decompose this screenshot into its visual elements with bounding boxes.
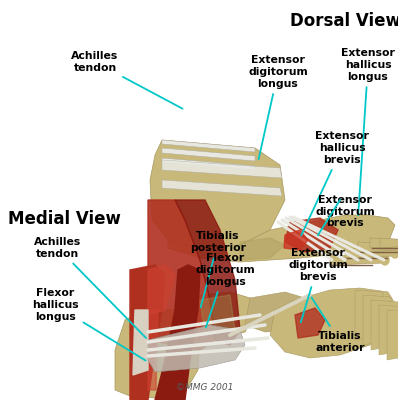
- Text: Extensor
digitorum
brevis: Extensor digitorum brevis: [288, 248, 348, 322]
- Polygon shape: [168, 215, 395, 262]
- Polygon shape: [284, 230, 308, 250]
- Text: Extensor
digitorum
longus: Extensor digitorum longus: [248, 55, 308, 159]
- Polygon shape: [162, 160, 282, 178]
- Text: Medial View: Medial View: [8, 210, 121, 228]
- Polygon shape: [380, 238, 398, 248]
- Ellipse shape: [391, 248, 398, 258]
- Polygon shape: [363, 295, 391, 345]
- Polygon shape: [162, 158, 255, 170]
- Polygon shape: [175, 292, 255, 338]
- Polygon shape: [175, 200, 240, 345]
- Text: ©MMG 2001: ©MMG 2001: [176, 383, 234, 392]
- Polygon shape: [355, 290, 383, 340]
- Polygon shape: [285, 218, 338, 252]
- Polygon shape: [148, 325, 245, 372]
- Text: Extensor
hallicus
longus: Extensor hallicus longus: [341, 48, 395, 215]
- Polygon shape: [200, 295, 235, 335]
- Polygon shape: [130, 265, 165, 400]
- Bar: [0, 200, 398, 400]
- Text: Tibialis
anterior: Tibialis anterior: [312, 297, 365, 353]
- Polygon shape: [148, 265, 175, 315]
- Text: Achilles
tendon: Achilles tendon: [71, 51, 183, 109]
- Polygon shape: [162, 148, 255, 161]
- Text: Dorsal View: Dorsal View: [290, 12, 398, 30]
- Polygon shape: [371, 300, 398, 350]
- Polygon shape: [270, 288, 396, 358]
- Polygon shape: [330, 255, 385, 265]
- Polygon shape: [370, 238, 398, 248]
- Polygon shape: [379, 305, 398, 355]
- Polygon shape: [162, 140, 255, 152]
- Polygon shape: [162, 180, 282, 196]
- Polygon shape: [148, 200, 215, 350]
- Text: Achilles
tendon: Achilles tendon: [34, 237, 146, 338]
- Text: Flexor
digitorum
longus: Flexor digitorum longus: [195, 254, 255, 327]
- Polygon shape: [115, 308, 200, 398]
- Polygon shape: [295, 308, 325, 338]
- Polygon shape: [345, 248, 395, 258]
- Polygon shape: [240, 238, 285, 260]
- Text: Tibialis
posterior: Tibialis posterior: [190, 231, 246, 307]
- Polygon shape: [387, 310, 398, 360]
- Polygon shape: [155, 265, 200, 400]
- Text: Extensor
hallicus
brevis: Extensor hallicus brevis: [301, 131, 369, 236]
- Polygon shape: [245, 292, 308, 332]
- Polygon shape: [150, 140, 285, 248]
- Text: Extensor
digitorum
brevis: Extensor digitorum brevis: [315, 195, 375, 228]
- Text: Flexor
hallicus
longus: Flexor hallicus longus: [32, 288, 146, 360]
- Bar: [0, 0, 398, 200]
- Polygon shape: [133, 310, 148, 375]
- Ellipse shape: [381, 255, 389, 265]
- Polygon shape: [148, 310, 158, 390]
- Polygon shape: [358, 242, 398, 252]
